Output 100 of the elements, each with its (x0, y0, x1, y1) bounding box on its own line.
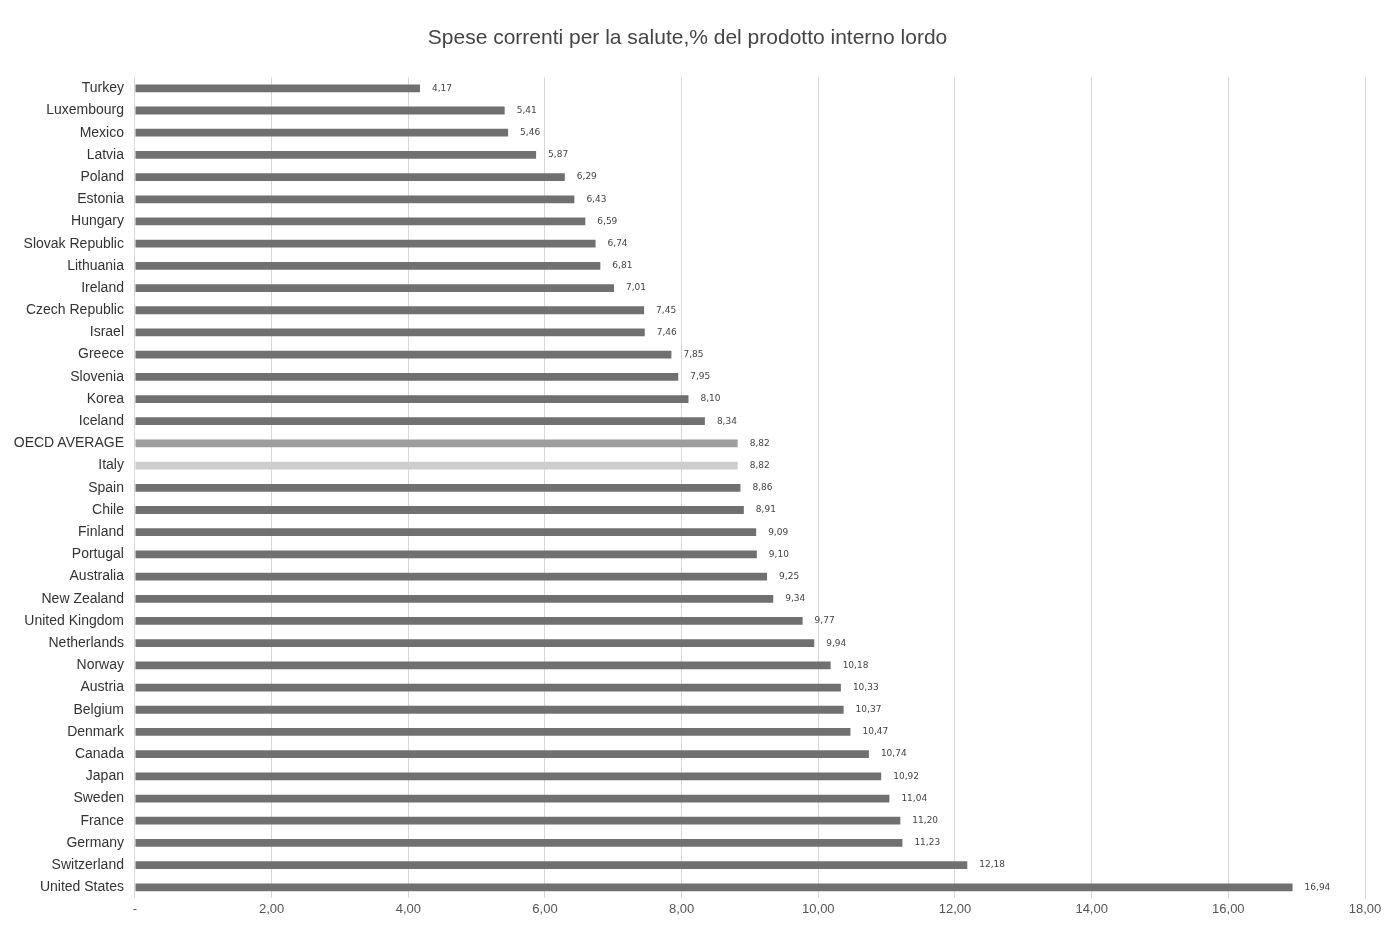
y-tick-label: Israel (89, 323, 124, 340)
data-label: 8,10 (700, 393, 721, 404)
y-tick-label: Turkey (81, 79, 124, 96)
bar (135, 750, 869, 759)
data-label: 11,20 (912, 815, 939, 826)
y-tick-label: Ireland (81, 278, 124, 295)
y-tick-label: Canada (74, 744, 125, 761)
bar (135, 572, 768, 581)
data-label: 5,87 (548, 149, 569, 160)
chart-title: Spese correnti per la salute,% del prodotto interno lordo (427, 25, 948, 49)
data-label: 16,94 (1304, 881, 1331, 892)
y-tick-label: OECD AVERAGE (13, 434, 124, 451)
data-label: 10,37 (855, 704, 882, 715)
y-tick-label: France (80, 811, 125, 828)
bar (135, 639, 815, 648)
data-label: 8,82 (749, 459, 770, 470)
bar (135, 84, 420, 93)
y-tick-label: Sweden (73, 789, 124, 806)
data-label: 9,77 (814, 615, 835, 626)
data-label: 5,46 (520, 127, 541, 138)
x-tick-label: 10,00 (802, 900, 835, 916)
bar (135, 661, 831, 670)
bar (135, 617, 803, 625)
y-tick-label: Luxembourg (46, 101, 124, 118)
data-label: 9,09 (768, 526, 789, 537)
y-tick-label: Czech Republic (25, 301, 124, 318)
bar (135, 883, 1293, 892)
y-tick-label: Korea (86, 389, 125, 406)
bar (135, 217, 586, 226)
bar (135, 772, 882, 781)
x-tick-label: 4,00 (395, 900, 421, 916)
data-label: 6,81 (612, 260, 633, 271)
data-label: 9,25 (779, 570, 800, 581)
bar (135, 372, 679, 381)
data-label: 7,85 (683, 348, 704, 359)
data-label: 12,18 (979, 859, 1006, 870)
bar (135, 705, 844, 714)
y-tick-label: Slovenia (70, 367, 125, 384)
y-tick-label: Germany (66, 833, 124, 850)
x-tick-label: 2,00 (259, 900, 285, 916)
data-label: 7,95 (690, 371, 711, 382)
y-tick-label: Denmark (67, 722, 125, 739)
x-tick-label: - (132, 900, 138, 916)
y-tick-label: Italy (98, 456, 124, 473)
bar (135, 151, 537, 159)
y-tick-label: Chile (92, 500, 125, 517)
bar (135, 483, 741, 492)
bar (135, 173, 565, 181)
data-label: 8,91 (755, 504, 776, 515)
bar (135, 839, 903, 847)
data-label: 11,23 (914, 837, 941, 848)
y-tick-label: Slovak Republic (23, 234, 124, 251)
y-tick-label: Greece (78, 345, 125, 362)
data-label: 8,82 (749, 437, 770, 448)
bar (135, 261, 601, 270)
data-label: 10,18 (842, 659, 869, 670)
data-label: 9,94 (826, 637, 847, 648)
bar (135, 506, 744, 514)
data-label: 9,34 (785, 593, 806, 604)
data-label: 10,74 (880, 748, 907, 759)
y-tick-label: Estonia (77, 190, 125, 207)
y-tick-label: Hungary (71, 212, 124, 229)
bar (135, 728, 851, 736)
bar (135, 328, 645, 337)
bar (135, 794, 890, 803)
y-tick-label: Netherlands (48, 634, 124, 651)
data-label: 7,45 (656, 304, 677, 315)
bar (135, 816, 901, 825)
data-label: 8,86 (752, 482, 773, 493)
y-tick-label: Lithuania (67, 256, 125, 273)
bar (135, 106, 505, 115)
y-tick-label: Japan (85, 767, 124, 784)
y-tick-label: Norway (76, 656, 124, 673)
data-label: 11,04 (901, 792, 928, 803)
bar (135, 417, 705, 426)
y-tick-label: Iceland (78, 412, 124, 429)
data-label: 4,17 (431, 82, 452, 93)
bar (135, 683, 841, 692)
bar (135, 306, 645, 315)
y-tick-label: Mexico (79, 123, 125, 140)
bar (135, 594, 774, 603)
data-label: 5,41 (516, 104, 537, 115)
data-label: 6,74 (607, 238, 628, 248)
data-label: 10,92 (893, 770, 919, 781)
y-tick-label: Belgium (73, 700, 124, 717)
bar (135, 350, 672, 359)
bar (135, 550, 757, 559)
bar (135, 195, 575, 204)
y-tick-label: Latvia (86, 145, 125, 162)
data-label: 7,01 (626, 282, 647, 293)
data-label: 6,59 (597, 215, 618, 226)
data-label: 7,46 (656, 326, 678, 337)
x-tick-label: 16,00 (1212, 900, 1245, 916)
bar (135, 395, 689, 403)
data-label: 9,10 (768, 548, 790, 559)
x-tick-label: 12,00 (938, 900, 972, 916)
bar (135, 239, 596, 248)
x-tick-label: 14,00 (1075, 900, 1108, 916)
bar (135, 861, 968, 869)
y-tick-label: Switzerland (51, 855, 124, 872)
